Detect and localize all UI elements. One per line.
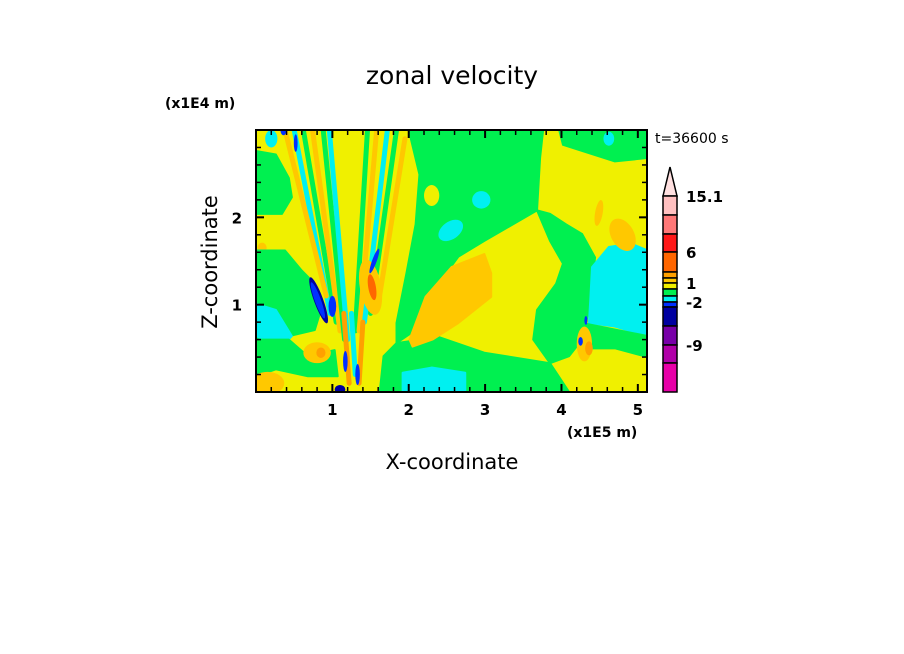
contour-region-gold bbox=[256, 371, 285, 392]
colorbar-label: -9 bbox=[686, 337, 703, 355]
colorbar-swatch bbox=[662, 271, 678, 279]
contour-blob-blue bbox=[578, 336, 583, 346]
contour-blob-blue bbox=[369, 248, 380, 274]
x-tick-label: 5 bbox=[633, 401, 643, 419]
contour-region-gold bbox=[609, 218, 636, 251]
contour-blob-blue bbox=[310, 282, 326, 319]
contour-region-gold bbox=[408, 253, 493, 348]
contour-region-cyan bbox=[587, 242, 647, 337]
contour-blob-orange bbox=[585, 341, 593, 356]
contour-stripe-orange bbox=[341, 310, 352, 386]
x-scale-label: (x1E5 m) bbox=[567, 425, 637, 441]
colorbar-label: 6 bbox=[686, 244, 696, 262]
contour-stripe-gold bbox=[282, 130, 329, 299]
colorbar-swatch bbox=[662, 195, 678, 216]
contour-region-cyan bbox=[401, 366, 467, 392]
chart-title: zonal velocity bbox=[366, 61, 538, 90]
y-axis-label: Z-coordinate bbox=[198, 195, 222, 329]
contour-region-cyan bbox=[438, 219, 464, 242]
colorbar-label: -2 bbox=[686, 294, 703, 312]
contour-blob-blue bbox=[293, 134, 298, 152]
colorbar-swatch bbox=[662, 295, 678, 303]
colorbar-label: 15.1 bbox=[686, 188, 723, 206]
contour-blob-blue bbox=[355, 364, 360, 386]
plot-axes: 1 2 3 4 5 1 2 bbox=[232, 129, 648, 419]
x-axis-label: X-coordinate bbox=[386, 450, 519, 474]
contour-stripe-cyan bbox=[326, 130, 351, 343]
contour-stripe-green bbox=[320, 130, 348, 343]
colorbar-overflow-triangle bbox=[662, 166, 678, 197]
contour-stripe-gold bbox=[375, 136, 408, 308]
contour-region-green bbox=[558, 130, 647, 163]
contour-region-green bbox=[256, 149, 293, 215]
x-tick-label: 3 bbox=[480, 401, 490, 419]
contour-stripe-cyan bbox=[348, 310, 358, 378]
contour-blob-darkorange bbox=[367, 274, 377, 301]
contour-stripe-gold bbox=[310, 130, 343, 334]
contour-region-gold bbox=[594, 200, 604, 226]
contour-blob-blue bbox=[343, 350, 348, 372]
colorbar-swatch bbox=[662, 214, 678, 235]
x-tick-label: 4 bbox=[556, 401, 566, 419]
colorbar-swatch bbox=[662, 306, 678, 327]
contour-region-cyan bbox=[603, 131, 615, 146]
contour-stripe-green bbox=[352, 130, 370, 334]
x-tick-label: 2 bbox=[404, 401, 414, 419]
contour-field bbox=[256, 130, 647, 392]
time-label: t=36600 s bbox=[655, 131, 729, 147]
colorbar-swatch bbox=[662, 344, 678, 364]
contour-blob-blue bbox=[328, 295, 337, 317]
x-tick-label: 1 bbox=[327, 401, 337, 419]
colorbar-swatch bbox=[662, 282, 678, 290]
contour-region-yellow bbox=[424, 185, 440, 206]
contour-blob-blue bbox=[280, 130, 287, 136]
colorbar-label: 1 bbox=[686, 275, 696, 293]
contour-region-cyan bbox=[265, 130, 278, 148]
colorbar-swatch bbox=[662, 362, 678, 393]
contour-blob-darkblue bbox=[334, 385, 346, 392]
colorbar: 15.1 6 1-2 -9 bbox=[662, 166, 723, 393]
plot-frame bbox=[255, 129, 648, 393]
contour-stripe-green bbox=[300, 130, 339, 325]
y-tick-label: 1 bbox=[232, 297, 242, 315]
colorbar-swatch bbox=[662, 288, 678, 297]
colorbar-swatch bbox=[662, 251, 678, 273]
colorbar-swatch bbox=[662, 233, 678, 253]
contour-blob-blue bbox=[584, 316, 588, 325]
contour-region-orange bbox=[316, 347, 326, 358]
contour-region-cyan bbox=[472, 191, 491, 209]
colorbar-swatch bbox=[662, 325, 678, 346]
contour-region-green bbox=[532, 209, 597, 365]
y-tick-label: 2 bbox=[232, 209, 242, 227]
y-scale-label: (x1E4 m) bbox=[165, 96, 235, 112]
